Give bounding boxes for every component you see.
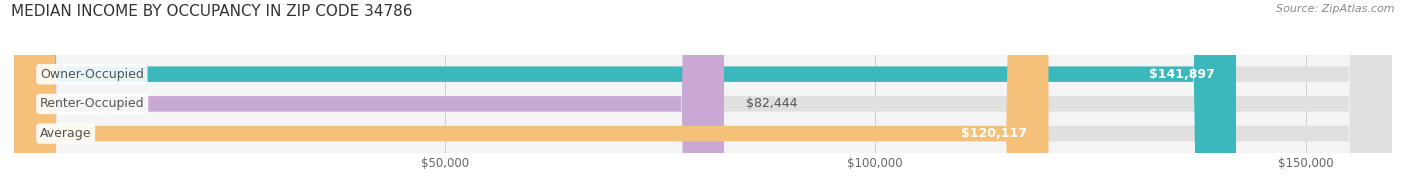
Text: $141,897: $141,897 — [1149, 68, 1215, 81]
FancyBboxPatch shape — [14, 0, 724, 196]
Text: $120,117: $120,117 — [960, 127, 1026, 140]
FancyBboxPatch shape — [14, 0, 1392, 196]
FancyBboxPatch shape — [14, 0, 1392, 196]
FancyBboxPatch shape — [14, 0, 1392, 196]
Text: Renter-Occupied: Renter-Occupied — [39, 97, 145, 110]
Text: Owner-Occupied: Owner-Occupied — [39, 68, 143, 81]
Text: $82,444: $82,444 — [745, 97, 797, 110]
FancyBboxPatch shape — [14, 0, 1236, 196]
FancyBboxPatch shape — [14, 0, 1049, 196]
Text: MEDIAN INCOME BY OCCUPANCY IN ZIP CODE 34786: MEDIAN INCOME BY OCCUPANCY IN ZIP CODE 3… — [11, 4, 413, 19]
Text: Average: Average — [39, 127, 91, 140]
Text: Source: ZipAtlas.com: Source: ZipAtlas.com — [1277, 4, 1395, 14]
